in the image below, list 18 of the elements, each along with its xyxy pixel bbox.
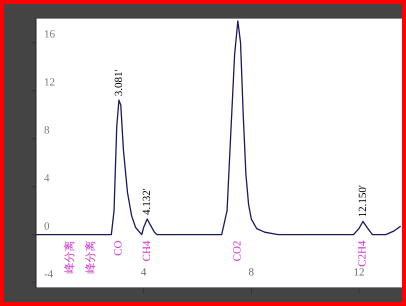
- y-tick-label: 0: [44, 220, 50, 232]
- y-tick-label: -4: [44, 268, 54, 280]
- x-tick-label: 8: [248, 266, 255, 279]
- annotation: 峰分离: [62, 240, 76, 274]
- annotation: C2H4: [356, 240, 369, 267]
- annotation: 12.150': [356, 185, 369, 218]
- annotation: CO: [112, 240, 125, 256]
- annotation: CO2: [232, 240, 244, 262]
- x-tick-label: 12: [353, 266, 364, 279]
- annotation: CH4: [141, 240, 154, 262]
- annotation: 峰分离: [84, 240, 97, 274]
- y-tick-label: 4: [44, 172, 50, 184]
- annotation: 4.132': [141, 188, 154, 215]
- y-tick-label: 16: [44, 28, 56, 40]
- y-tick-label: 12: [44, 76, 55, 88]
- annotation: 3.081': [112, 69, 125, 96]
- y-tick-label: 8: [44, 124, 50, 136]
- x-tick-label: 4: [140, 266, 147, 279]
